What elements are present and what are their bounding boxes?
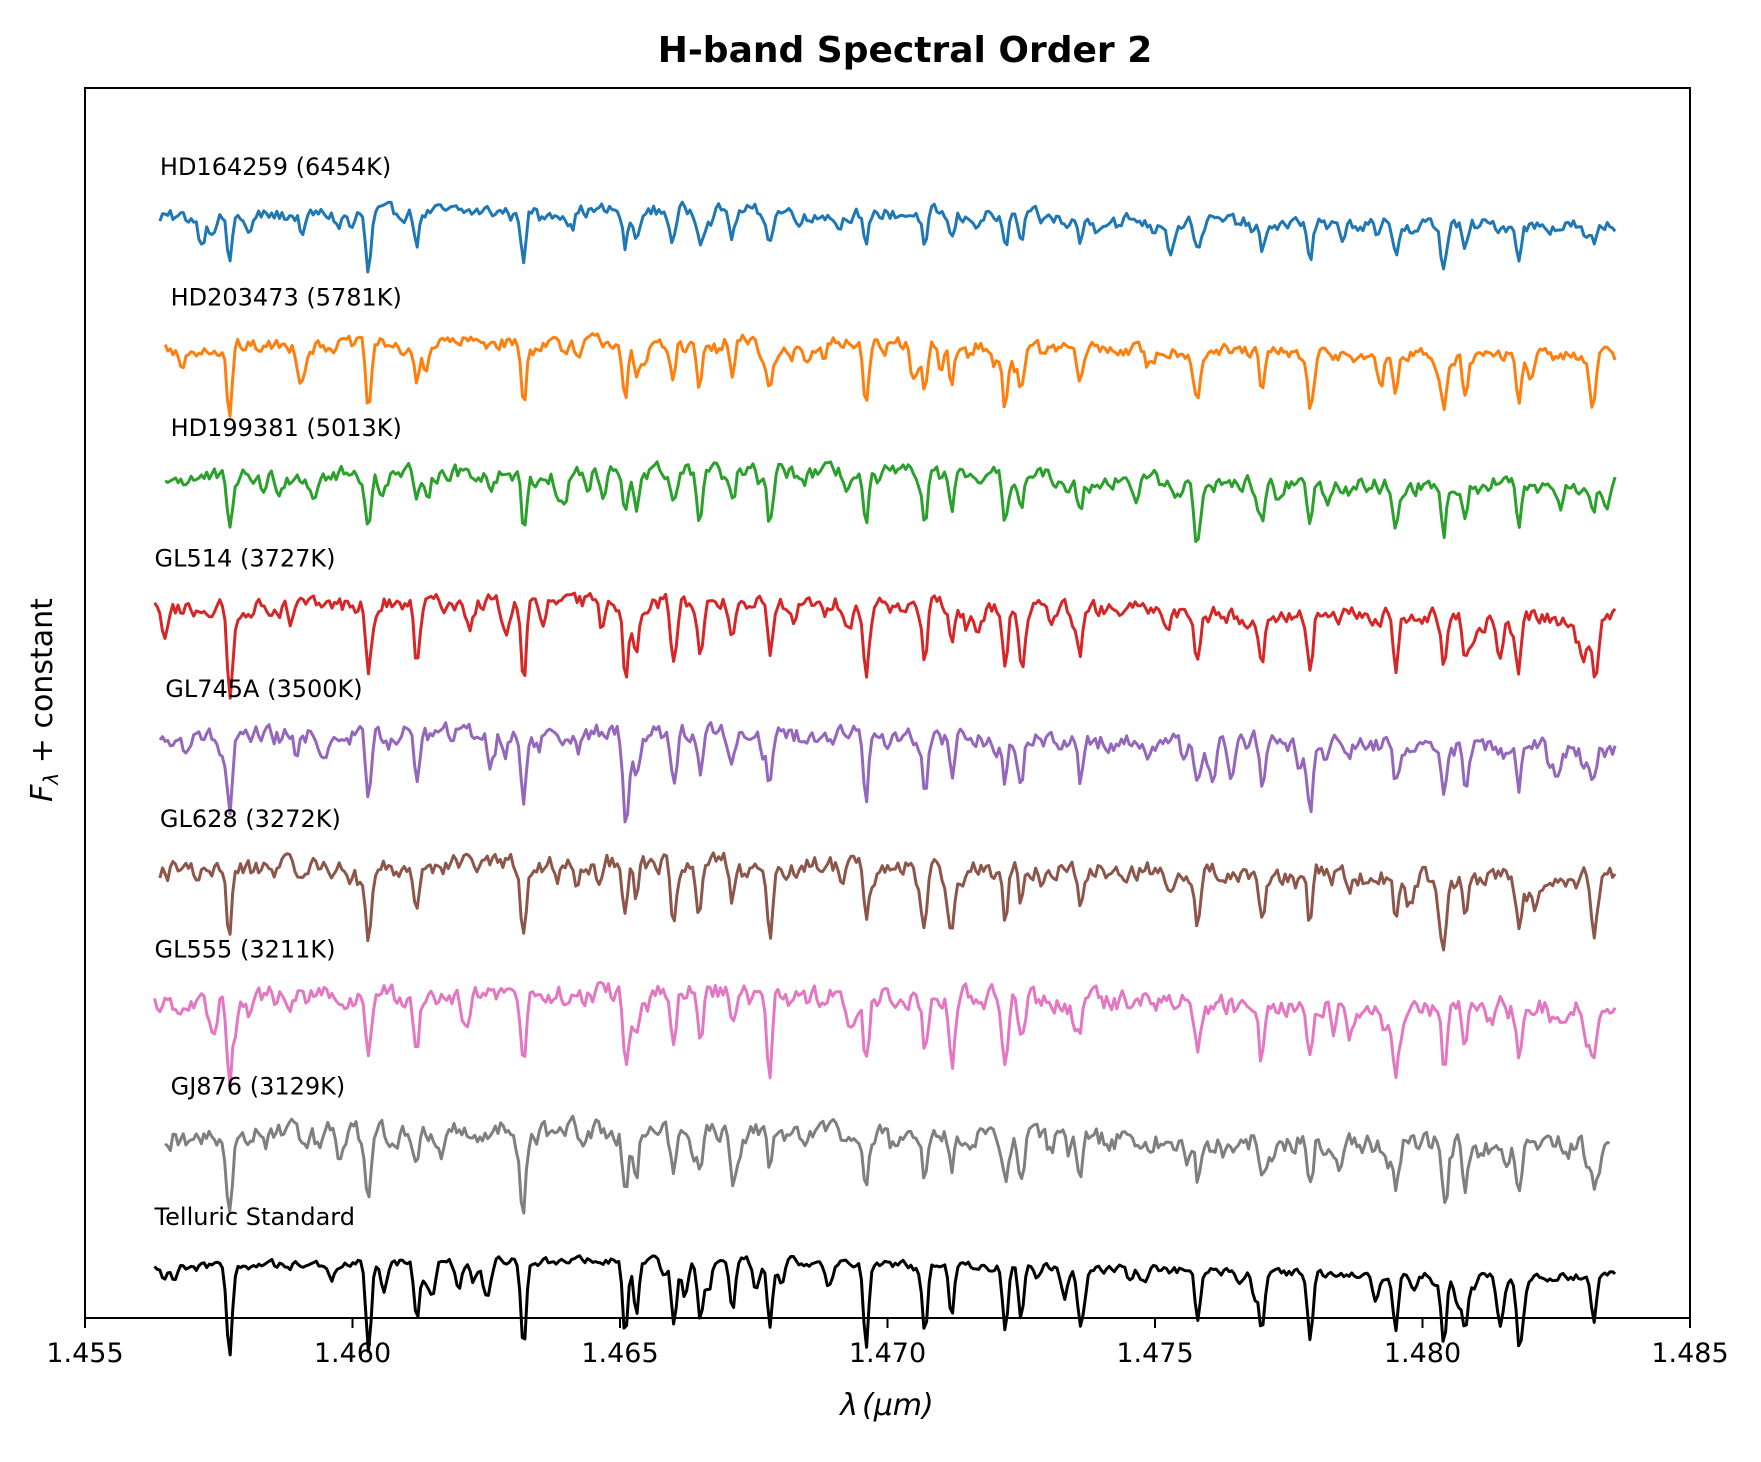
series-label: HD164259 (6454K): [160, 153, 391, 181]
x-tick-label: 1.470: [849, 1338, 926, 1369]
series-line: [158, 721, 1617, 824]
series-line: [158, 851, 1617, 952]
series-label: GL514 (3727K): [155, 544, 336, 572]
chart-title: H-band Spectral Order 2: [658, 30, 1153, 71]
x-axis-ticks: 1.455 1.460 1.465 1.470 1.475 1.480 1.485: [46, 1318, 1729, 1369]
series-label: HD203473 (5781K): [171, 283, 402, 311]
x-tick-label: 1.455: [46, 1338, 123, 1369]
x-tick-label: 1.485: [1651, 1338, 1728, 1369]
x-tick-label: 1.480: [1384, 1338, 1461, 1369]
series-line: [164, 460, 1617, 543]
x-tick-label: 1.460: [314, 1338, 391, 1369]
series-label: GL628 (3272K): [160, 805, 341, 833]
series-labels: HD164259 (6454K) HD203473 (5781K) HD199381…: [154, 153, 402, 1231]
series-line: [153, 591, 1617, 700]
series-line: [158, 200, 1617, 274]
spectra-group: [153, 200, 1617, 1357]
x-axis-label: λ (μm): [838, 1388, 933, 1423]
series-label: GL555 (3211K): [155, 936, 336, 964]
series-label: HD199381 (5013K): [171, 414, 402, 442]
series-line: [163, 332, 1617, 418]
x-tick-label: 1.465: [581, 1338, 658, 1369]
x-tick-label: 1.475: [1116, 1338, 1193, 1369]
series-label: GL745A (3500K): [165, 675, 362, 703]
series-line: [153, 1254, 1617, 1357]
series-label: Telluric Standard: [154, 1203, 355, 1231]
y-axis-label: Fλ + constant: [25, 598, 63, 802]
series-label: GJ876 (3129K): [171, 1072, 346, 1100]
series-line: [164, 1114, 1610, 1215]
series-line: [153, 980, 1617, 1088]
